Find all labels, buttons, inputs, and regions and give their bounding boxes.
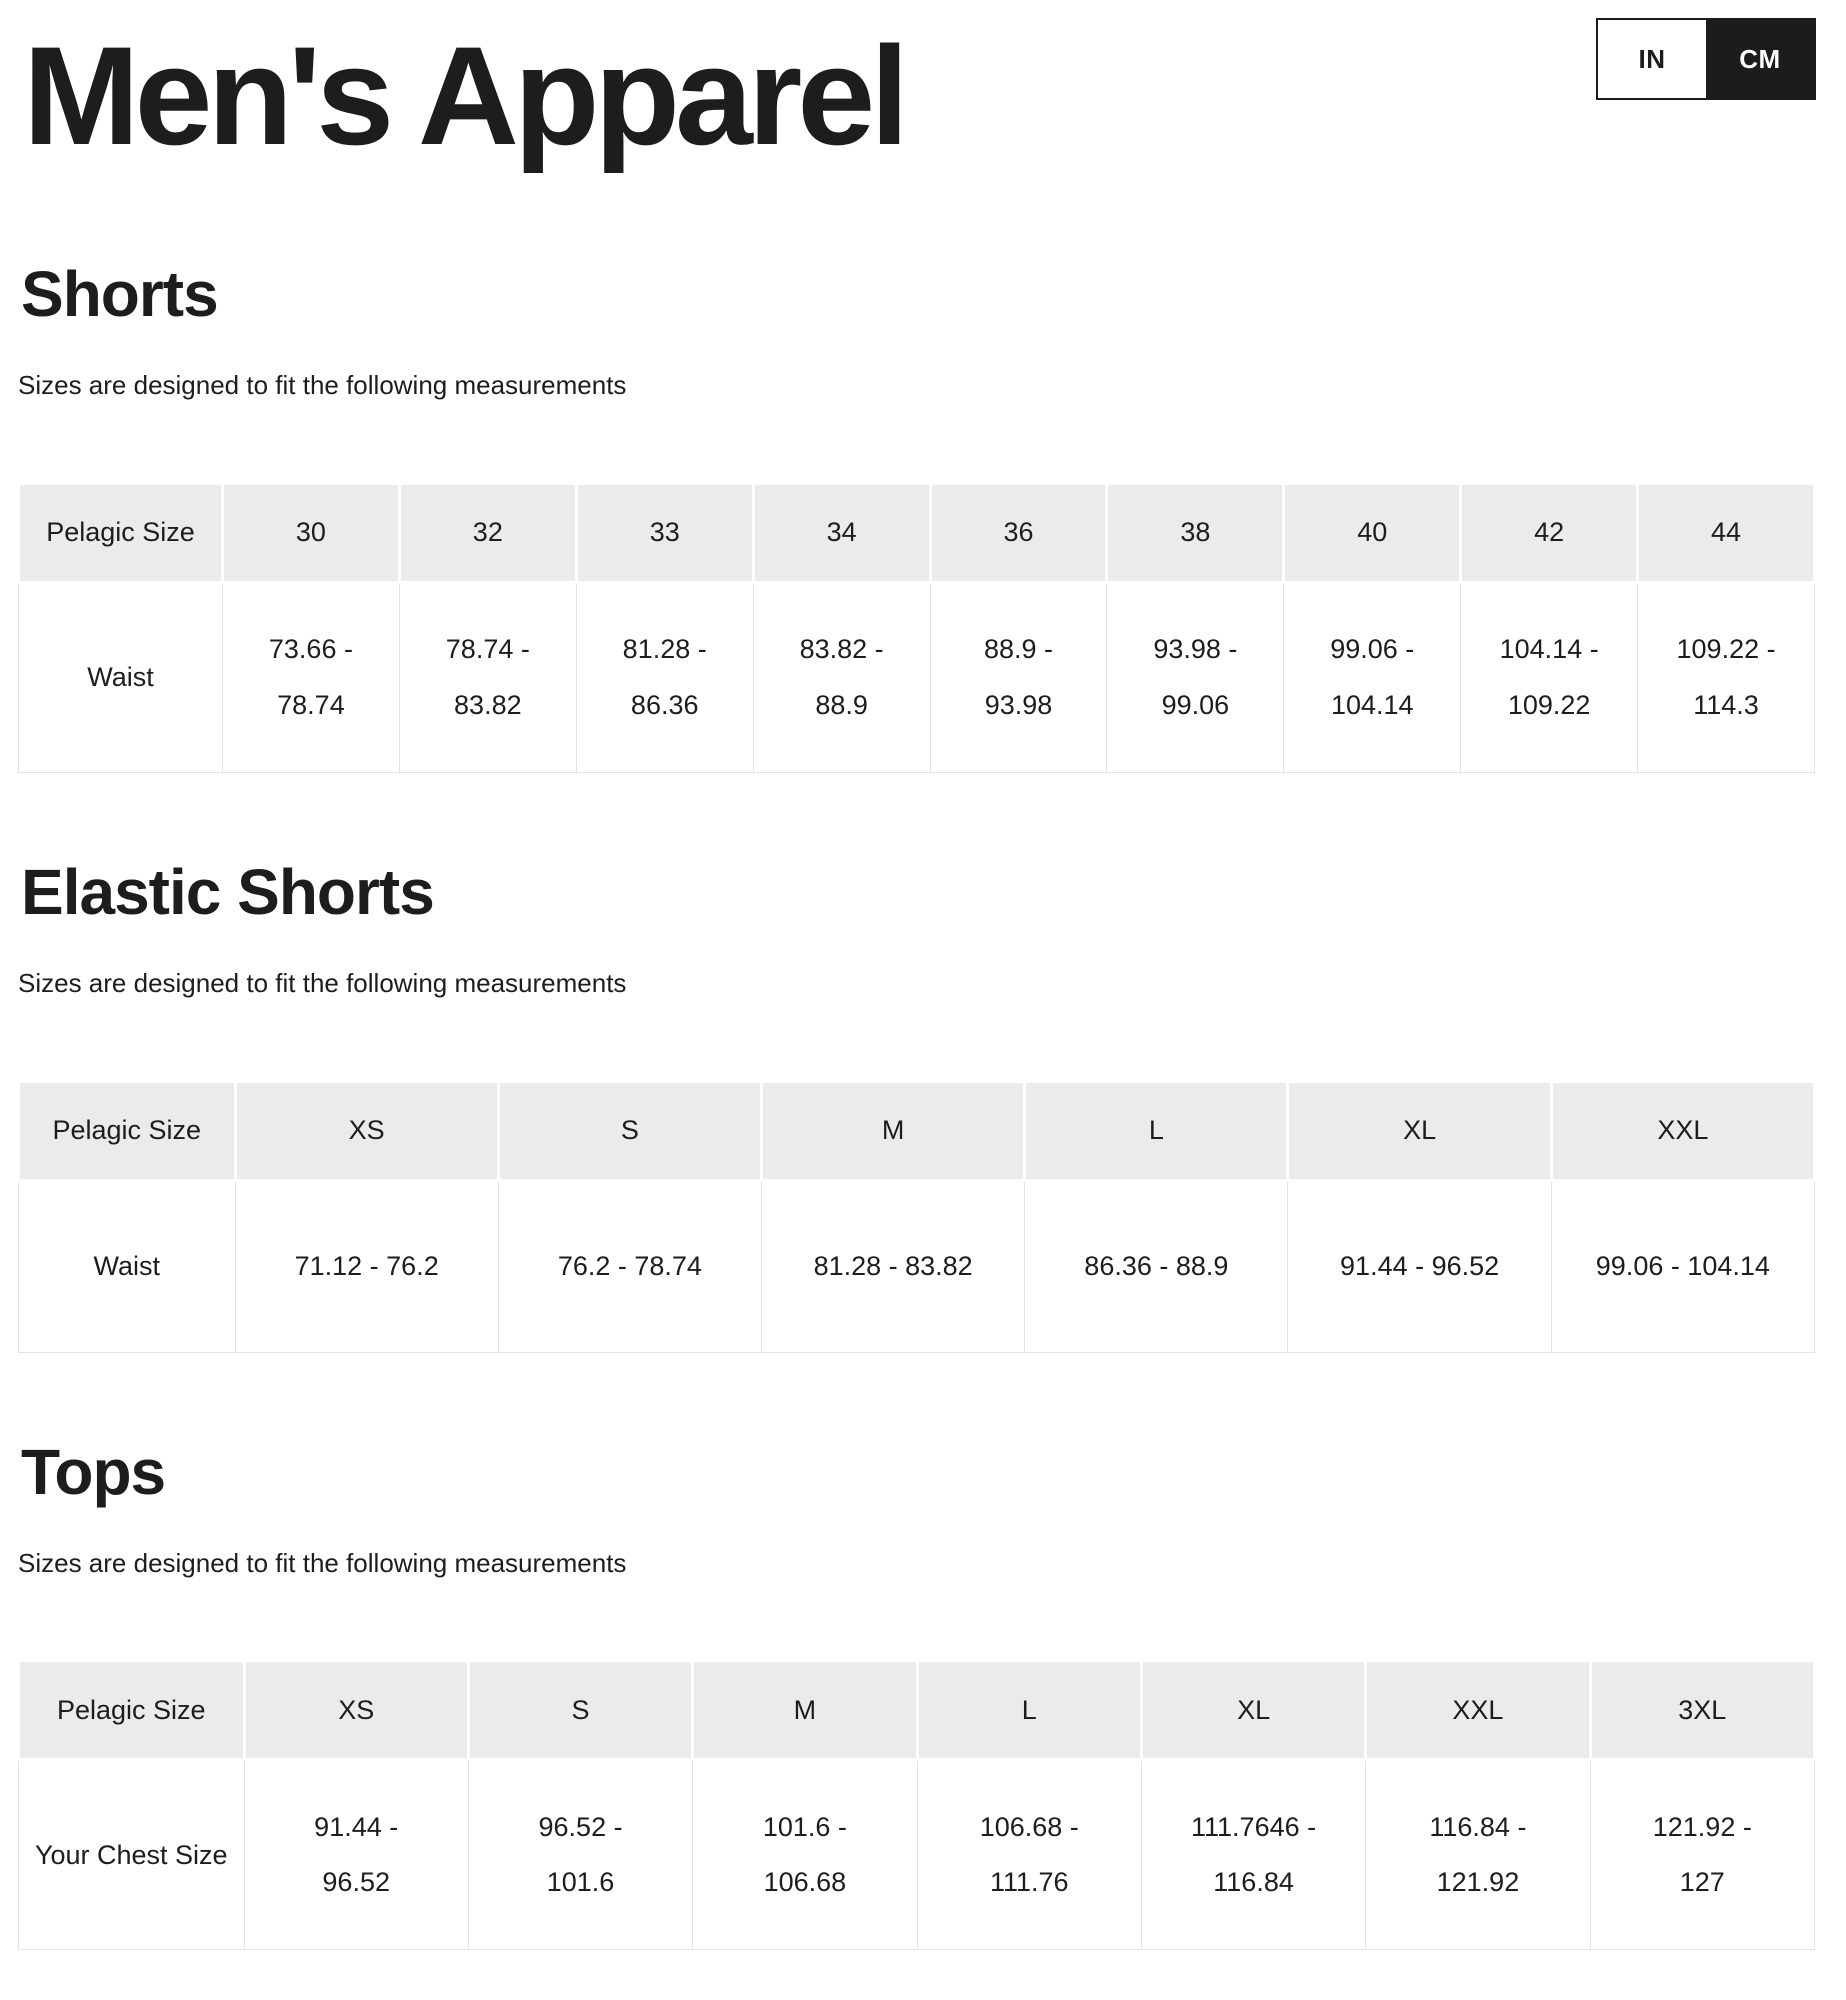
column-header-size: 34 <box>751 481 932 584</box>
size-value-cell: 91.44 - 96.52 <box>243 1759 469 1951</box>
column-header-size: M <box>760 1079 1027 1182</box>
size-value-cell: 93.98 - 99.06 <box>1106 581 1285 773</box>
column-header-size: M <box>691 1659 919 1762</box>
table-header-row: Pelagic Size 30 32 33 34 36 38 40 42 44 <box>17 481 1816 584</box>
section-subtitle: Sizes are designed to fit the following … <box>18 1548 627 1579</box>
column-header-size: 32 <box>397 481 578 584</box>
size-value-cell: 99.06 - 104.14 <box>1550 1179 1816 1353</box>
table-row: Your Chest Size 91.44 - 96.52 96.52 - 101.… <box>18 1759 1816 1951</box>
row-label-cell: Waist <box>18 1179 236 1353</box>
size-table-tops: Pelagic Size XS S M L XL XXL 3XL Your Chest Size… <box>17 1659 1817 1951</box>
size-value-cell: 116.84 - 121.92 <box>1365 1759 1591 1951</box>
column-header-size: XS <box>233 1079 500 1182</box>
section-subtitle: Sizes are designed to fit the following … <box>18 370 627 401</box>
section-heading: Tops <box>21 1435 166 1508</box>
size-value-cell: 81.28 - 86.36 <box>575 581 754 773</box>
table-row: Waist 71.12 - 76.2 76.2 - 78.74 81.28 - 83.… <box>18 1179 1816 1353</box>
table-header-row: Pelagic Size XS S M L XL XXL 3XL <box>17 1659 1817 1762</box>
column-header-size: XS <box>242 1659 470 1762</box>
size-value-cell: 81.28 - 83.82 <box>761 1179 1026 1353</box>
table-header-row: Pelagic Size XS S M L XL XXL <box>17 1079 1817 1182</box>
column-header-size: S <box>496 1079 764 1182</box>
size-value-cell: 71.12 - 76.2 <box>234 1179 499 1353</box>
column-header-size: 40 <box>1282 481 1463 584</box>
column-header-size: XL <box>1286 1079 1553 1182</box>
column-header-size: XXL <box>1549 1079 1817 1182</box>
section-heading: Elastic Shorts <box>21 855 435 928</box>
column-header-size: 38 <box>1105 481 1286 584</box>
unit-toggle: IN CM <box>1596 18 1816 100</box>
row-label-cell: Waist <box>18 581 223 773</box>
section-heading: Shorts <box>21 257 219 330</box>
size-value-cell: 88.9 - 93.98 <box>929 581 1108 773</box>
unit-toggle-option-cm[interactable]: CM <box>1706 20 1814 98</box>
page-title: Men's Apparel <box>23 17 909 174</box>
table-row: Waist 73.66 - 78.74 78.74 - 83.82 81.28 - 8… <box>18 581 1815 773</box>
column-header-size: 3XL <box>1588 1659 1817 1762</box>
column-header-size: 33 <box>574 481 755 584</box>
size-value-cell: 86.36 - 88.9 <box>1024 1179 1289 1353</box>
size-value-cell: 91.44 - 96.52 <box>1287 1179 1552 1353</box>
column-header-size: L <box>1023 1079 1290 1182</box>
size-value-cell: 78.74 - 83.82 <box>398 581 577 773</box>
size-value-cell: 104.14 - 109.22 <box>1460 581 1639 773</box>
column-header-size: 44 <box>1636 481 1816 584</box>
page-header: Men's Apparel IN CM <box>17 17 1816 175</box>
column-header-size: S <box>466 1659 695 1762</box>
size-value-cell: 121.92 - 127 <box>1589 1759 1816 1951</box>
section-elastic-shorts: Elastic Shorts Sizes are designed to fit … <box>17 855 1817 1353</box>
size-table-elastic-shorts: Pelagic Size XS S M L XL XXL Waist 71.12 - 76.2 7… <box>17 1079 1817 1353</box>
column-header-size: XL <box>1139 1659 1368 1762</box>
size-value-cell: 76.2 - 78.74 <box>497 1179 763 1353</box>
size-table-shorts: Pelagic Size 30 32 33 34 36 38 40 42 44 Waist 73.66… <box>17 481 1816 773</box>
column-header-label: Pelagic Size <box>17 1659 246 1762</box>
row-label-cell: Your Chest Size <box>18 1759 245 1951</box>
section-tops: Tops Sizes are designed to fit the follow… <box>17 1435 1817 1951</box>
size-value-cell: 109.22 - 114.3 <box>1637 581 1815 773</box>
column-header-size: 36 <box>928 481 1109 584</box>
section-subtitle: Sizes are designed to fit the following … <box>18 968 627 999</box>
column-header-size: 42 <box>1459 481 1640 584</box>
column-header-size: 30 <box>220 481 401 584</box>
size-value-cell: 73.66 - 78.74 <box>221 581 400 773</box>
column-header-label: Pelagic Size <box>17 1079 237 1182</box>
size-value-cell: 83.82 - 88.9 <box>752 581 931 773</box>
unit-toggle-option-in[interactable]: IN <box>1598 20 1706 98</box>
size-value-cell: 99.06 - 104.14 <box>1283 581 1462 773</box>
size-value-cell: 101.6 - 106.68 <box>692 1759 918 1951</box>
column-header-size: XXL <box>1364 1659 1592 1762</box>
column-header-size: L <box>915 1659 1143 1762</box>
sections-container: Shorts Sizes are designed to fit the foll… <box>17 257 1817 1951</box>
size-value-cell: 111.7646 - 116.84 <box>1140 1759 1367 1951</box>
column-header-label: Pelagic Size <box>17 481 224 584</box>
section-shorts: Shorts Sizes are designed to fit the foll… <box>17 257 1816 773</box>
size-value-cell: 96.52 - 101.6 <box>467 1759 694 1951</box>
size-value-cell: 106.68 - 111.76 <box>916 1759 1142 1951</box>
